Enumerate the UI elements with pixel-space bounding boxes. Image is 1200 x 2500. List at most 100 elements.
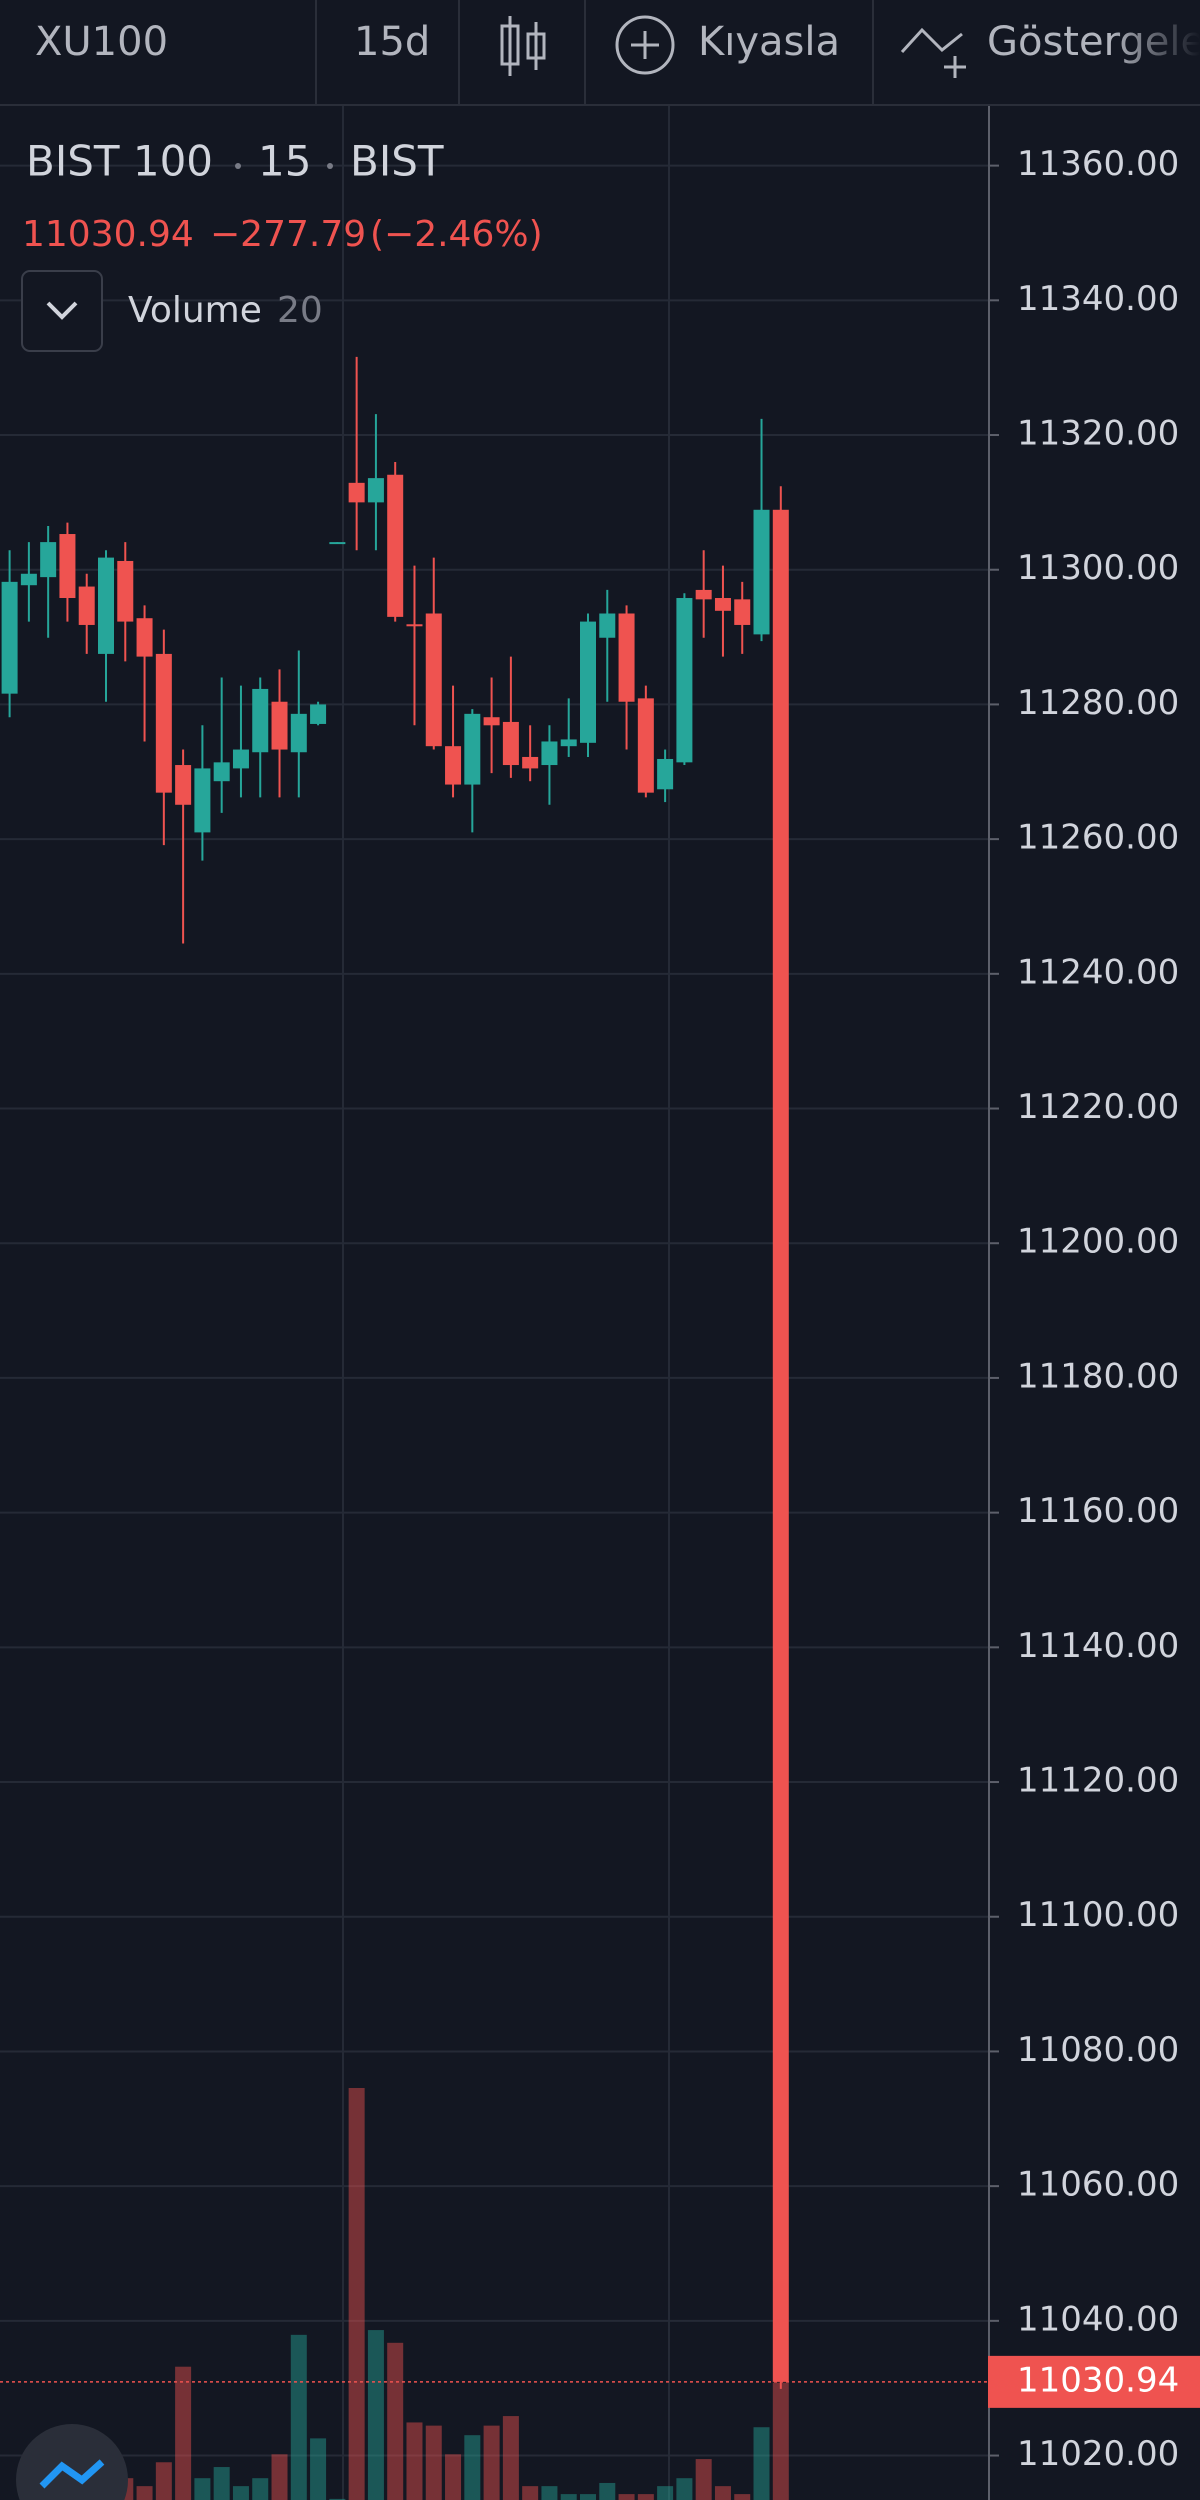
y-tick-label: 11360.00	[1017, 144, 1179, 184]
volume-bar	[772, 2382, 789, 2500]
volume-bar	[522, 2486, 539, 2500]
candle-body	[580, 621, 596, 743]
volume-bar	[560, 2494, 577, 2500]
candle-body	[78, 586, 95, 625]
volume-bar	[290, 2334, 307, 2500]
volume-bar	[637, 2494, 654, 2500]
candle-body	[772, 509, 789, 2382]
candle-body	[136, 618, 153, 657]
y-tick-label: 11080.00	[1017, 2030, 1179, 2070]
fade	[1110, 0, 1200, 100]
candle-body	[445, 746, 462, 785]
volume-bar	[464, 2435, 481, 2500]
y-tick-label: 11340.00	[1017, 279, 1179, 319]
volume-bar	[676, 2478, 693, 2500]
legend-interval: 15	[258, 137, 311, 186]
candle-body	[1, 581, 18, 694]
volume-bar	[252, 2478, 269, 2500]
chevron	[46, 301, 78, 320]
candle-body	[252, 688, 269, 753]
dot	[327, 163, 333, 169]
indicator-length: 20	[277, 290, 323, 331]
y-tick-label: 11120.00	[1017, 1761, 1179, 1801]
volume-bar	[695, 2459, 712, 2500]
candle-body	[502, 721, 519, 766]
y-tick-label: 11140.00	[1017, 1626, 1179, 1666]
candle-body	[367, 478, 384, 503]
volume-bar	[541, 2486, 558, 2500]
candle-body	[155, 653, 172, 793]
candle-body	[657, 758, 674, 790]
candle-body	[541, 741, 558, 766]
y-tick-label: 11220.00	[1017, 1087, 1179, 1127]
toolbar	[0, 0, 1200, 105]
volume-pane	[59, 2088, 789, 2500]
candle-body	[310, 704, 327, 724]
candle-body	[271, 701, 288, 750]
legend-change-percent: (−2.46%)	[370, 214, 543, 255]
candle-body	[175, 765, 192, 805]
candle-body	[753, 509, 770, 635]
candle-body	[676, 598, 693, 763]
symbol[interactable]: XU100	[35, 19, 168, 65]
last-price-box	[988, 2355, 1200, 2408]
price-axis: 11020.00 11040.00 11060.00 11080.00 11100.00…	[989, 144, 1179, 2474]
y-tick-label: 11180.00	[1017, 1356, 1179, 1396]
candle-body	[290, 713, 307, 753]
volume-bar	[618, 2494, 635, 2500]
compare-icon[interactable]	[615, 15, 675, 75]
candle-body	[117, 560, 134, 622]
y-tick-label: 11300.00	[1017, 548, 1179, 588]
candle-body	[714, 598, 731, 611]
dot	[235, 163, 241, 169]
candle-body	[387, 474, 404, 617]
y-tick-label: 11260.00	[1017, 818, 1179, 858]
indicators-icon[interactable]	[900, 27, 966, 78]
candles	[1, 356, 789, 2389]
legend-exchange: BIST	[350, 137, 444, 186]
volume-bar	[194, 2478, 211, 2500]
y-tick-label: 11160.00	[1017, 1491, 1179, 1531]
candle-body	[98, 557, 114, 654]
candle-body	[464, 713, 481, 785]
collapse-button[interactable]	[21, 270, 103, 352]
candle-body	[618, 613, 635, 702]
y-tick-label: 11200.00	[1017, 1222, 1179, 1262]
y-tick-label: 11040.00	[1017, 2299, 1179, 2339]
volume-bar	[445, 2454, 462, 2500]
volume-bar	[271, 2454, 288, 2500]
y-tick-label: 11280.00	[1017, 683, 1179, 723]
volume-bar	[310, 2438, 327, 2500]
volume-bar	[753, 2427, 770, 2500]
grid	[0, 105, 988, 2500]
candle-body	[213, 762, 230, 782]
candle-body	[59, 534, 76, 599]
volume-bar	[483, 2425, 500, 2500]
y-tick-label: 11320.00	[1017, 414, 1179, 454]
volume-bar	[348, 2088, 365, 2500]
candle-body	[20, 573, 37, 586]
volume-bar	[387, 2342, 404, 2500]
compare[interactable]: Kıyasla	[698, 19, 840, 65]
chart-type-icon[interactable]	[500, 16, 546, 76]
legend-last: 11030.94	[22, 214, 194, 255]
volume-bar	[714, 2486, 731, 2500]
indicator-name: Volume	[128, 290, 262, 331]
interval[interactable]: 15d	[354, 19, 430, 65]
y-tick-label: 11020.00	[1017, 2434, 1179, 2474]
candle-body	[483, 717, 500, 726]
volume-bar	[329, 2498, 346, 2500]
candle-body	[522, 756, 539, 769]
candle-body	[348, 482, 365, 503]
candle-body	[329, 542, 346, 545]
volume-bar	[367, 2330, 384, 2500]
last-price-label: 11030.94	[1017, 2360, 1179, 2400]
candle-body	[232, 749, 249, 769]
candle-body	[425, 613, 442, 747]
volume-bar	[502, 2416, 519, 2500]
legend-title: BIST 100	[26, 137, 213, 186]
candle-body	[637, 698, 654, 793]
volume-bar	[175, 2366, 192, 2500]
